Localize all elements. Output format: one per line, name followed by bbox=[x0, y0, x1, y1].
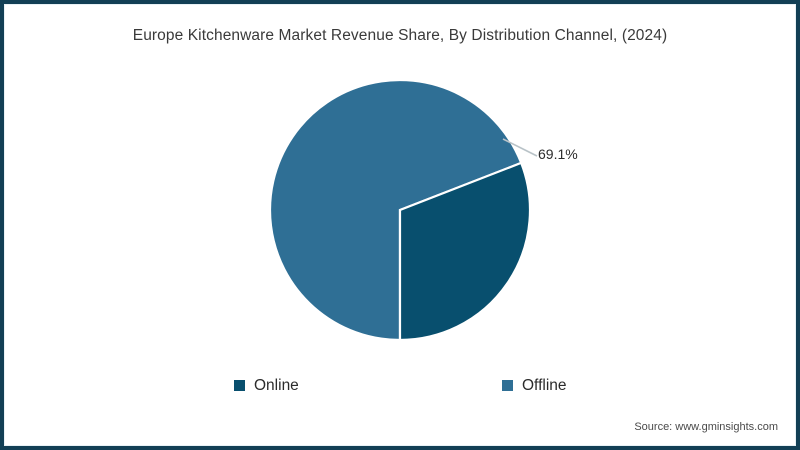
callout-leader-line bbox=[502, 138, 538, 157]
pie-slice-offline-value-label: 69.1% bbox=[538, 146, 578, 162]
chart-legend: Online Offline bbox=[0, 378, 800, 402]
source-attribution: Source: www.gminsights.com bbox=[634, 421, 778, 433]
legend-label-offline: Offline bbox=[522, 377, 567, 394]
chart-title: Europe Kitchenware Market Revenue Share,… bbox=[132, 27, 668, 44]
legend-swatch-offline-icon bbox=[502, 380, 513, 392]
pie-slice-online[interactable] bbox=[398, 161, 532, 342]
legend-item-offline[interactable]: Offline bbox=[502, 378, 567, 394]
legend-item-online[interactable]: Online bbox=[234, 378, 299, 394]
legend-label-online: Online bbox=[254, 377, 299, 394]
pie-slice-offline[interactable] bbox=[268, 78, 523, 342]
legend-swatch-online-icon bbox=[234, 380, 245, 392]
